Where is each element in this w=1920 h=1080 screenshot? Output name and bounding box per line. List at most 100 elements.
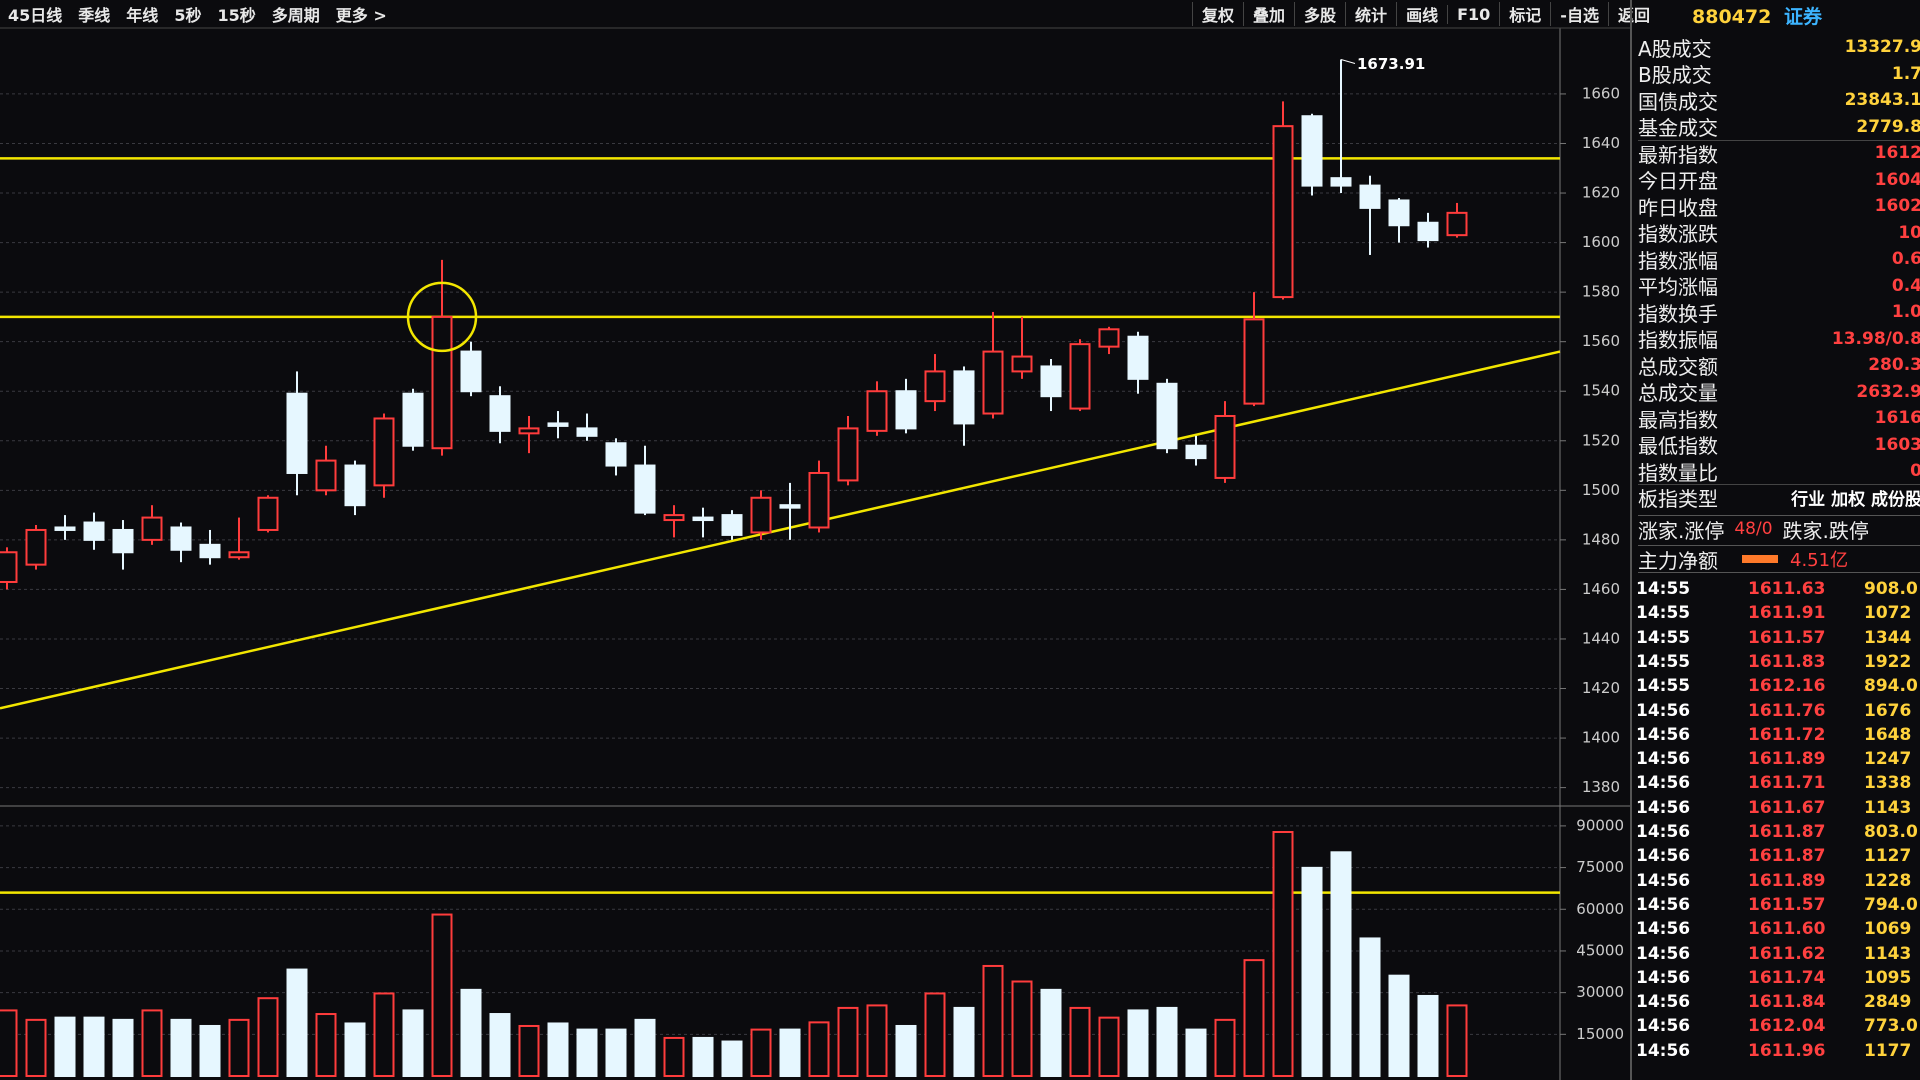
tick-price: 1611.91 (1748, 603, 1826, 624)
y-tick-label: 1560 (1582, 332, 1620, 350)
volume-bar (286, 968, 308, 1078)
chart: 1380 1400 1420 1440 1460 1480 1500 1520 1540 1560… (0, 27, 1630, 1080)
period-button[interactable]: 15秒 (217, 6, 256, 25)
candle-body (489, 395, 511, 432)
tick-time: 14:56 (1636, 919, 1691, 940)
tick-time: 14:55 (1636, 651, 1691, 672)
tick-price: 1611.57 (1748, 627, 1826, 648)
tool-button[interactable]: 标记 (1499, 2, 1550, 26)
tick-volume: 1072 (1864, 603, 1912, 624)
candle-body (402, 392, 424, 447)
stat-row: 指数换手 1.0 (1638, 299, 1920, 326)
tick-time: 14:56 (1636, 700, 1691, 721)
y-tick-label: 1460 (1582, 580, 1620, 598)
tick-row: 14:55 1612.16 894.0 (1636, 676, 1920, 700)
tick-volume: 1143 (1864, 943, 1912, 964)
volume-bar (54, 1016, 76, 1077)
stat-value: 0.6 (1891, 249, 1920, 269)
main-net-label: 主力净额 (1638, 548, 1718, 573)
tick-time: 14:56 (1636, 846, 1691, 867)
period-toolbar: 45日线 季线 年线 5秒 15秒 多周期 更多 > (8, 0, 403, 28)
period-button[interactable]: 更多 > (335, 6, 387, 25)
candle-body (953, 370, 975, 425)
candle-body (808, 471, 830, 529)
tick-row: 14:56 1611.89 1228 (1636, 871, 1920, 895)
volume-bar (1272, 831, 1294, 1077)
tool-button[interactable]: -自选 (1550, 2, 1608, 26)
tool-button[interactable]: 返回 (1607, 2, 1659, 26)
candle-body (1417, 221, 1439, 242)
stat-row: 国债成交 23843.1 (1638, 87, 1920, 114)
period-button[interactable]: 季线 (78, 6, 111, 25)
stat-label: A股成交 (1638, 36, 1712, 61)
volume-bar (1446, 1004, 1468, 1077)
candle-body (605, 442, 627, 467)
tick-time: 14:56 (1636, 870, 1691, 891)
stat-label: 国债成交 (1638, 89, 1718, 114)
tick-volume: 1338 (1864, 773, 1912, 794)
tick-time: 14:56 (1636, 773, 1691, 794)
stat-value: 0 (1910, 461, 1920, 481)
y-tick-label: 1620 (1582, 184, 1620, 202)
tool-button[interactable]: 叠加 (1243, 2, 1294, 26)
stat-value: 1602 (1874, 196, 1920, 216)
candle-body (576, 427, 598, 437)
y-tick-label: 1500 (1582, 481, 1620, 499)
tick-row: 14:56 1611.96 1177 (1636, 1041, 1920, 1065)
y-tick-label: 1660 (1582, 84, 1620, 102)
tick-row: 14:55 1611.57 1344 (1636, 628, 1920, 652)
tick-row: 14:56 1611.62 1143 (1636, 944, 1920, 968)
tick-row: 14:56 1611.60 1069 (1636, 919, 1920, 943)
candle-body (1040, 365, 1062, 398)
tick-volume: 1143 (1864, 797, 1912, 818)
period-button[interactable]: 年线 (126, 6, 159, 25)
stat-row: 基金成交 2779.8 (1638, 114, 1920, 141)
candle-body (344, 464, 366, 507)
volume-bar (721, 1040, 743, 1077)
volume-bar (692, 1036, 714, 1078)
volume-bar (141, 1009, 163, 1078)
period-button[interactable]: 45日线 (8, 6, 63, 25)
tool-button[interactable]: 统计 (1345, 2, 1396, 26)
tick-price: 1611.74 (1748, 967, 1826, 988)
stat-label: 总成交量 (1638, 381, 1718, 405)
candle-body (837, 427, 859, 482)
candle-body (1069, 343, 1091, 410)
candle-body (431, 315, 453, 450)
stat-value: 2632.9 (1856, 381, 1920, 402)
main-net-icon (1742, 555, 1778, 563)
tool-button[interactable]: 多股 (1294, 2, 1345, 26)
volume-bar (1243, 959, 1265, 1078)
tick-price: 1611.89 (1748, 870, 1826, 891)
stat-label: 今日开盘 (1638, 169, 1718, 193)
volume-bar (228, 1018, 250, 1077)
volume-bar (547, 1022, 569, 1078)
period-button[interactable]: 多周期 (271, 6, 320, 25)
volume-bar (837, 1006, 859, 1077)
y-tick-label: 1520 (1582, 431, 1620, 449)
tick-time: 14:55 (1636, 603, 1691, 624)
breadth-label-2: 跌家.跌停 (1782, 518, 1869, 543)
tool-button[interactable]: 画线 (1396, 2, 1447, 26)
stat-value: 1603 (1874, 434, 1920, 455)
stat-label: 指数涨幅 (1638, 248, 1718, 273)
stat-row: 最低指数 1603 (1638, 432, 1920, 458)
index-name: 证券 (1783, 6, 1822, 28)
volume-bar (750, 1028, 772, 1077)
tick-price: 1611.63 (1748, 579, 1826, 599)
stat-value: 23843.1 (1844, 90, 1920, 110)
volume-bar (1359, 937, 1381, 1077)
candle-body (982, 350, 1004, 415)
stat-value: 1.0 (1891, 302, 1920, 322)
tool-button[interactable]: 复权 (1192, 2, 1243, 26)
tick-row: 14:56 1611.67 1143 (1636, 798, 1920, 822)
tick-time: 14:56 (1636, 1016, 1691, 1037)
tool-button[interactable]: F10 (1447, 4, 1499, 24)
tick-volume: 1247 (1864, 749, 1912, 770)
candle-body (692, 516, 714, 522)
tick-price: 1611.84 (1748, 992, 1826, 1013)
period-button[interactable]: 5秒 (174, 6, 202, 25)
candle-body (721, 514, 743, 536)
volume-bar (1301, 866, 1323, 1078)
